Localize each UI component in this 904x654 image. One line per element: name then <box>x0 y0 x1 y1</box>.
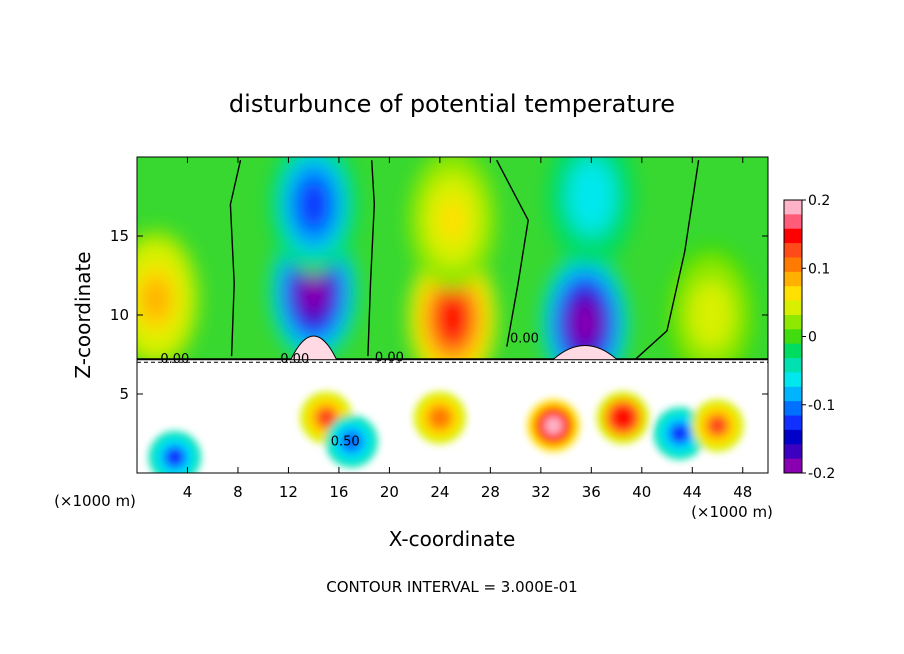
contour-interval-note: CONTOUR INTERVAL = 3.000E-01 <box>326 578 577 596</box>
colorbar-tick-label: 0.1 <box>808 261 830 277</box>
field-blob <box>697 293 726 337</box>
field-blob <box>299 182 328 227</box>
zero-contour <box>229 160 242 357</box>
colorbar-swatch <box>784 458 802 474</box>
x-tick-label: 8 <box>233 483 243 501</box>
field-blob <box>670 424 689 443</box>
colorbar-swatch <box>784 415 802 431</box>
colorbar-swatch <box>784 286 802 302</box>
zero-contour <box>496 159 529 347</box>
x-unit-right: (×1000 m) <box>691 503 773 521</box>
field-blob <box>577 174 606 219</box>
lower-field-blobs <box>148 391 744 473</box>
field-blob <box>299 269 328 314</box>
x-tick-label: 16 <box>329 483 348 501</box>
contour-label: 0.00 <box>510 332 539 347</box>
x-tick-label: 40 <box>632 483 651 501</box>
colorbar-swatch <box>784 329 802 345</box>
y-tick-label: 10 <box>110 306 129 324</box>
zero-contour <box>635 160 700 360</box>
colorbar-swatch <box>784 343 802 359</box>
y-axis-label: Z-coordinate <box>71 251 95 378</box>
colorbar-swatch <box>784 314 802 330</box>
contour-lines: 0.00 0.00 0.00 0.00 0.50 <box>137 159 768 449</box>
x-tick-label: 4 <box>183 483 193 501</box>
colorbar-swatch <box>784 200 802 215</box>
field-blob <box>165 448 184 467</box>
field-blob <box>141 277 170 322</box>
zero-contour <box>367 160 376 357</box>
colorbar-tick-label: -0.2 <box>808 466 835 482</box>
colorbar-tick-label: 0 <box>808 330 817 346</box>
contour-label: 0.00 <box>375 351 404 366</box>
y-tick-label: 5 <box>119 385 129 403</box>
colorbar-swatch <box>784 257 802 273</box>
colorbar-swatch <box>784 214 802 230</box>
x-axis-label: X-coordinate <box>389 527 516 551</box>
colorbar-tick-label: -0.1 <box>808 398 835 414</box>
colorbar: 0.2 0.1 0 -0.1 -0.2 <box>783 193 835 482</box>
colorbar-tick-label: 0.2 <box>808 193 830 209</box>
lower-field <box>148 391 744 473</box>
plot-area: 0.00 0.00 0.00 0.00 0.50 <box>137 157 768 473</box>
upper-field <box>137 157 768 359</box>
chart-title: disturbunce of potential temperature <box>229 90 675 118</box>
field-blob <box>317 408 336 427</box>
contour-label: 0.00 <box>160 352 189 367</box>
field-blob <box>613 408 632 427</box>
x-tick-label: 24 <box>430 483 449 501</box>
x-tick-label: 12 <box>279 483 298 501</box>
colorbar-swatch <box>784 386 802 402</box>
field-blob <box>544 416 563 435</box>
contour-dome <box>553 345 617 360</box>
contour-dome <box>290 335 337 360</box>
contour-label: 0.00 <box>280 352 309 367</box>
x-tick-label: 28 <box>481 483 500 501</box>
colorbar-swatch <box>784 444 802 460</box>
x-tick-label: 20 <box>380 483 399 501</box>
x-unit-left: (×1000 m) <box>54 492 136 510</box>
field-blob <box>708 416 727 435</box>
colorbar-swatch <box>784 243 802 258</box>
field-blob <box>438 296 467 341</box>
field-blob <box>571 300 600 345</box>
x-tick-label: 36 <box>582 483 601 501</box>
field-blob <box>342 432 361 451</box>
x-tick-label: 48 <box>733 483 752 501</box>
colorbar-swatch <box>784 228 802 244</box>
contour-label: 0.50 <box>331 434 360 449</box>
x-tick-label: 44 <box>683 483 702 501</box>
colorbar-swatch <box>784 358 802 373</box>
field-blob <box>430 408 449 427</box>
upper-field-blobs <box>137 157 756 359</box>
colorbar-swatch <box>784 429 802 445</box>
colorbar-swatch <box>784 401 802 417</box>
colorbar-swatch <box>784 300 802 316</box>
colorbar-swatch <box>784 271 802 287</box>
field-blob <box>438 198 467 243</box>
y-tick-label: 15 <box>110 227 129 245</box>
colorbar-swatch <box>784 372 802 388</box>
x-tick-label: 32 <box>531 483 550 501</box>
